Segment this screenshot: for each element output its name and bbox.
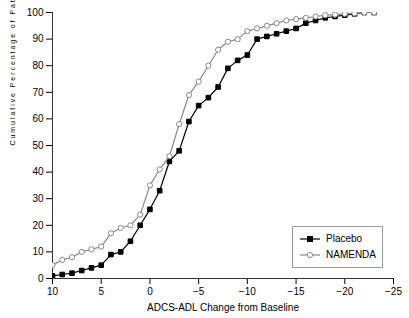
svg-text:ADCS-ADL Change from Baseline: ADCS-ADL Change from Baseline: [147, 302, 299, 313]
svg-text:−10: −10: [239, 286, 256, 297]
svg-text:90: 90: [32, 33, 44, 44]
svg-text:70: 70: [32, 87, 44, 98]
svg-text:100: 100: [27, 7, 44, 18]
svg-text:20: 20: [32, 220, 44, 231]
html-text:Placebo: Placebo: [326, 233, 363, 244]
svg-text:10: 10: [47, 286, 59, 297]
svg-text:0: 0: [38, 273, 44, 284]
svg-text:40: 40: [32, 166, 44, 177]
svg-text:C u m u l a t i v e P e r c: C u m u l a t i v e P e r c e n t a g e …: [9, 0, 17, 146]
svg-text:30: 30: [32, 193, 44, 204]
svg-text:10: 10: [32, 246, 44, 257]
svg-text:−25: −25: [385, 286, 402, 297]
svg-text:60: 60: [32, 113, 44, 124]
html-text:NAMENDA: NAMENDA: [326, 249, 376, 260]
svg-text:5: 5: [98, 286, 104, 297]
svg-text:−5: −5: [193, 286, 205, 297]
svg-text:−15: −15: [288, 286, 305, 297]
svg-text:−20: −20: [336, 286, 353, 297]
svg-text:50: 50: [32, 140, 44, 151]
svg-text:80: 80: [32, 60, 44, 71]
svg-text:0: 0: [147, 286, 153, 297]
